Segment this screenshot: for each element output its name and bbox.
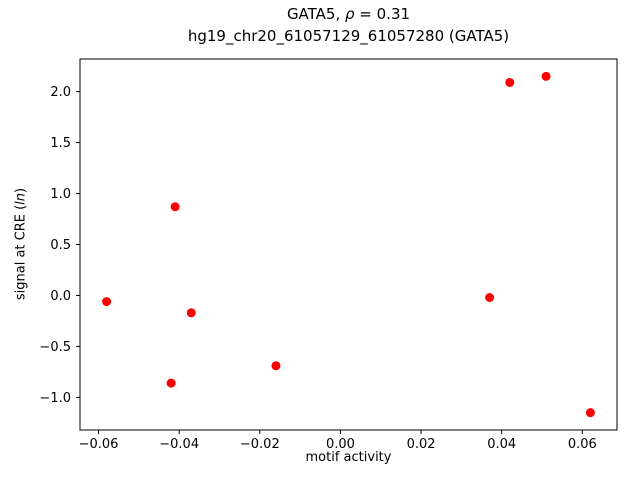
data-point (102, 297, 112, 307)
chart-title-line2: hg19_chr20_61057129_61057280 (GATA5) (187, 26, 510, 45)
title-suffix: = 0.31 (354, 5, 411, 23)
x-tick-label: 0.04 (487, 437, 516, 452)
x-tick-label: 0.02 (407, 437, 436, 452)
y-tick-label: −0.5 (39, 340, 71, 355)
data-point (505, 77, 515, 87)
y-tick-label: −1.0 (39, 391, 71, 406)
data-point (271, 361, 281, 371)
y-tick-label: 2.0 (50, 85, 71, 100)
y-tick-label: 1.5 (50, 136, 71, 151)
y-tick-label: 0.0 (50, 289, 71, 304)
chart-title: GATA5, ρ = 0.31 hg19_chr20_61057129_6105… (80, 4, 617, 48)
data-point (541, 71, 551, 81)
axes-frame (79, 58, 618, 431)
data-point (186, 308, 196, 318)
x-tick-label: −0.06 (79, 437, 119, 452)
y-tick-label: 0.5 (50, 238, 71, 253)
chart-title-line1: GATA5, ρ = 0.31 (80, 4, 617, 26)
x-tick-label: −0.04 (159, 437, 199, 452)
title-rho-symbol: ρ (345, 5, 355, 23)
x-axis-label: motif activity (305, 450, 392, 465)
title-prefix: GATA5, (286, 5, 345, 23)
data-point (585, 408, 595, 418)
data-point (166, 378, 176, 388)
x-tick-label: 0.06 (568, 437, 597, 452)
x-tick-label: −0.02 (240, 437, 280, 452)
x-tick-label: 0.00 (326, 437, 355, 452)
data-point (485, 293, 495, 302)
y-tick-label: 1.0 (50, 187, 71, 202)
data-point (170, 202, 180, 212)
